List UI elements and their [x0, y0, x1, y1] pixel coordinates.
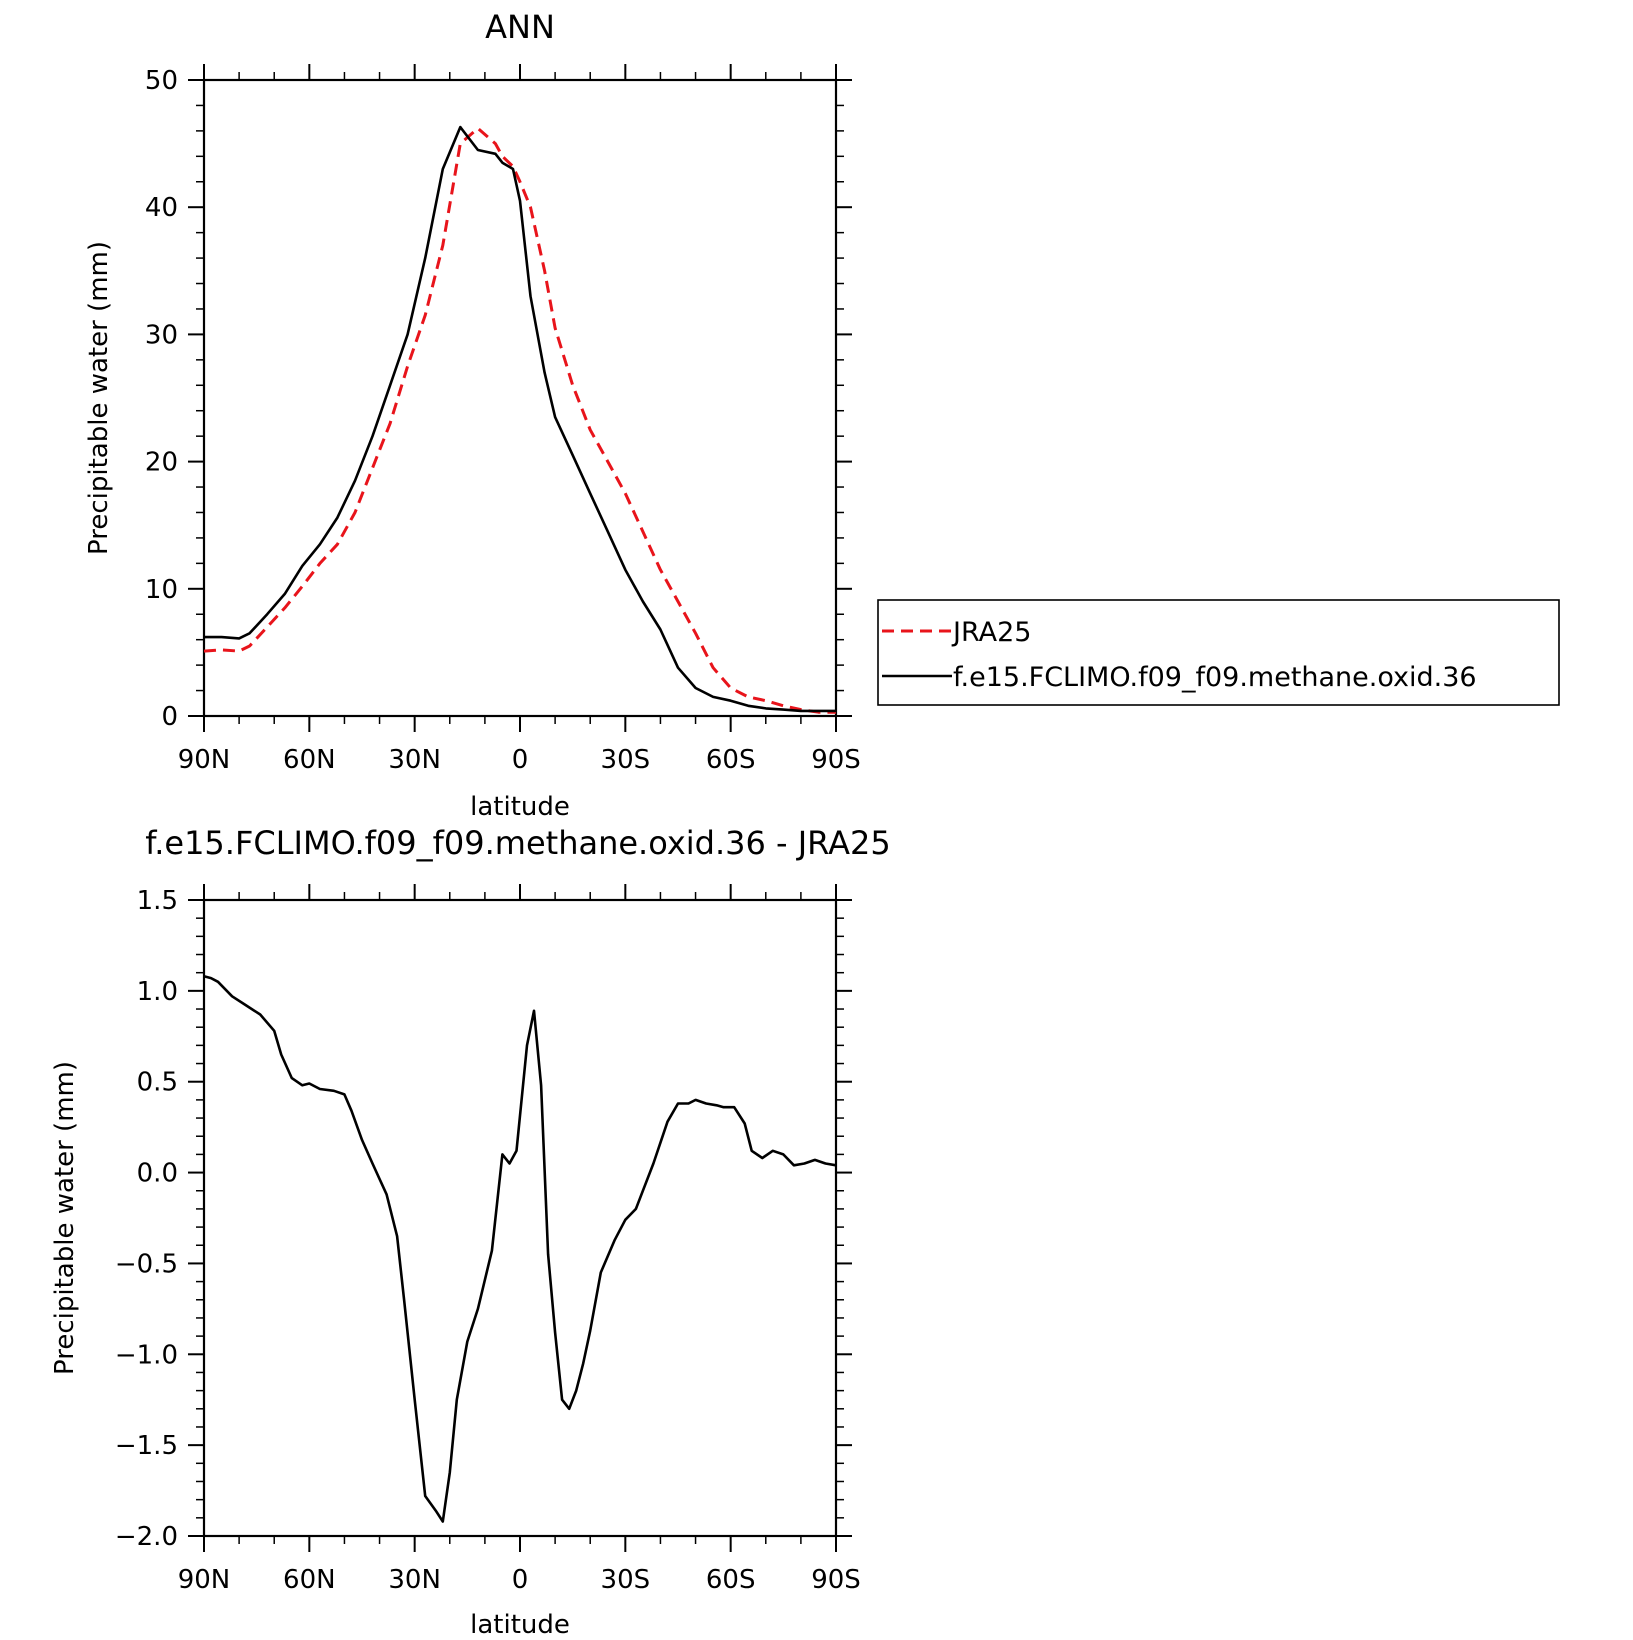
top-x-axis-title: latitude	[470, 792, 570, 822]
legend-label-jra25: JRA25	[951, 617, 1031, 648]
top-x-tick-label: 90S	[811, 745, 861, 775]
bottom-ticks	[188, 884, 852, 1552]
bottom-x-tick-label: 90S	[811, 1565, 861, 1595]
top-y-tick-label: 0	[161, 702, 178, 732]
top-ticks	[188, 64, 852, 732]
bottom-y-tick-label: −0.5	[115, 1249, 178, 1279]
bottom-y-tick-label: −1.0	[115, 1340, 178, 1370]
top-series-line-jra25	[203, 126, 836, 714]
top-x-tick-label: 30N	[388, 745, 441, 775]
bottom-x-tick-label: 30S	[601, 1565, 651, 1595]
top-x-tick-label: 60N	[283, 745, 336, 775]
top-y-tick-label: 20	[145, 448, 178, 478]
bottom-y-tick-label: −2.0	[115, 1522, 178, 1552]
top-y-tick-label: 10	[145, 575, 178, 605]
top-x-tick-labels: 90N 60N 30N 0 30S 60S 90S	[178, 745, 861, 775]
top-panel: ANN 0 10 20 30 40 50 90N 60N 30N 0 30S 60S 90S lati…	[84, 8, 861, 822]
bottom-y-tick-labels: −2.0 −1.5 −1.0 −0.5 0.0 0.5 1.0 1.5	[115, 886, 178, 1552]
top-y-tick-label: 30	[145, 320, 178, 350]
bottom-series-line-0	[203, 975, 837, 1523]
top-x-tick-label: 30S	[601, 745, 651, 775]
bottom-x-tick-label: 0	[512, 1565, 529, 1595]
top-plot-frame	[202, 78, 838, 718]
bottom-y-tick-label: −1.5	[115, 1431, 178, 1461]
top-series-line-f-e15-fclimo-f09-f09-methane-oxid-36	[204, 125, 836, 713]
bottom-y-tick-label: 0.5	[137, 1068, 178, 1098]
top-x-tick-label: 0	[512, 745, 529, 775]
bottom-chart-title: f.e15.FCLIMO.f09_f09.methane.oxid.36 - J…	[145, 824, 890, 862]
top-series-lines	[203, 125, 836, 714]
top-y-tick-labels: 0 10 20 30 40 50	[145, 66, 178, 732]
top-x-tick-label: 60S	[706, 745, 756, 775]
top-x-tick-label: 90N	[178, 745, 231, 775]
bottom-x-tick-label: 90N	[178, 1565, 231, 1595]
top-y-tick-label: 40	[145, 193, 178, 223]
bottom-x-tick-label: 60S	[706, 1565, 756, 1595]
bottom-x-tick-label: 30N	[388, 1565, 441, 1595]
bottom-series-lines	[203, 975, 837, 1523]
top-chart-title: ANN	[485, 8, 555, 46]
legend-box	[877, 599, 1560, 706]
bottom-panel: f.e15.FCLIMO.f09_f09.methane.oxid.36 - J…	[50, 824, 891, 1640]
legend-label-model: f.e15.FCLIMO.f09_f09.methane.oxid.36	[953, 662, 1477, 693]
bottom-y-tick-label: 0.0	[137, 1159, 178, 1189]
top-y-tick-label: 50	[145, 66, 178, 96]
bottom-y-tick-label: 1.5	[137, 886, 178, 916]
bottom-y-axis-title: Precipitable water (mm)	[50, 1061, 80, 1375]
bottom-x-axis-title: latitude	[470, 1610, 570, 1635]
top-y-axis-title: Precipitable water (mm)	[84, 241, 114, 555]
bottom-x-tick-label: 60N	[283, 1565, 336, 1595]
legend: JRA25 f.e15.FCLIMO.f09_f09.methane.oxid.…	[877, 599, 1560, 706]
bottom-plot-frame	[202, 898, 838, 1538]
bottom-x-tick-labels: 90N 60N 30N 0 30S 60S 90S	[178, 1565, 861, 1595]
bottom-y-tick-label: 1.0	[137, 977, 178, 1007]
